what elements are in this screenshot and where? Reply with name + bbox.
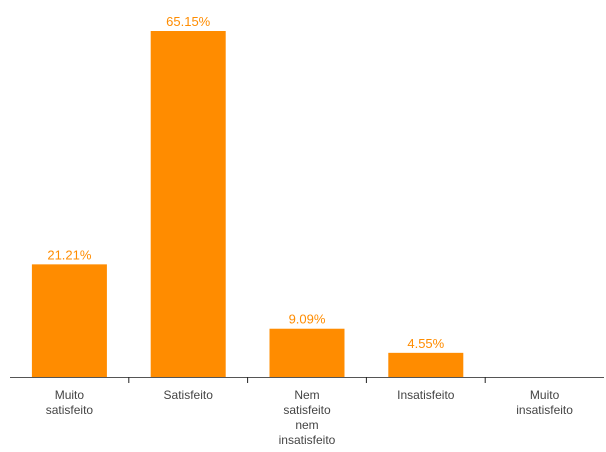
category-label-3-line-0: Insatisfeito (397, 388, 455, 402)
bar-1 (150, 31, 226, 377)
bar-2 (269, 328, 345, 377)
category-label-2-line-1: satisfeito (283, 403, 331, 417)
bar-0 (31, 264, 107, 377)
category-label-4-line-1: insatisfeito (516, 403, 573, 417)
category-label-4-line-0: Muito (530, 388, 560, 402)
category-label-0-line-1: satisfeito (46, 403, 94, 417)
category-label-0-line-0: Muito (55, 388, 85, 402)
bars-group (31, 31, 464, 377)
value-label-1: 65.15% (166, 14, 211, 29)
bar-3 (388, 352, 464, 377)
x-axis-ticks-group (128, 377, 486, 383)
category-label-2-line-3: insatisfeito (279, 433, 336, 447)
category-label-2-line-2: nem (295, 418, 318, 432)
category-label-2-line-0: Nem (294, 388, 319, 402)
value-label-2: 9.09% (289, 312, 326, 327)
category-label-1-line-0: Satisfeito (164, 388, 214, 402)
value-label-3: 4.55% (407, 336, 444, 351)
value-label-0: 21.21% (47, 247, 92, 262)
value-labels-group: 21.21% 65.15% 9.09% 4.55% (47, 14, 444, 351)
